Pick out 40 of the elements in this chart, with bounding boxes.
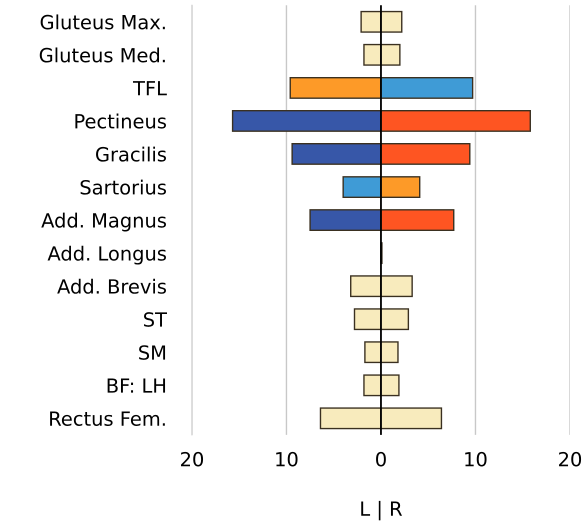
y-tick-label: Add. Brevis bbox=[57, 278, 166, 294]
y-tick-label: ST bbox=[144, 312, 168, 327]
x-tick-label: 20 bbox=[181, 452, 204, 467]
bar bbox=[364, 341, 382, 364]
x-tick-label: 0 bbox=[376, 452, 386, 467]
bar bbox=[342, 176, 382, 198]
bar bbox=[380, 44, 401, 66]
bar bbox=[360, 10, 382, 33]
bar bbox=[354, 308, 382, 330]
bar bbox=[380, 10, 402, 33]
x-tick-label: 10 bbox=[465, 452, 487, 467]
y-tick-label: Add. Longus bbox=[48, 246, 166, 265]
x-axis-title: L | R bbox=[361, 500, 402, 520]
bar bbox=[380, 407, 442, 430]
bar bbox=[380, 176, 420, 198]
bar bbox=[290, 76, 382, 99]
bar bbox=[291, 143, 382, 165]
bar bbox=[380, 209, 454, 231]
bar bbox=[320, 407, 382, 430]
y-tick-label: Sartorius bbox=[80, 180, 166, 195]
bar bbox=[363, 44, 382, 66]
y-tick-label: Gracilis bbox=[96, 146, 166, 162]
x-tick-label: 20 bbox=[559, 452, 582, 467]
bar bbox=[380, 308, 410, 330]
bar bbox=[309, 209, 382, 231]
y-tick-label: BF: LH bbox=[108, 378, 166, 393]
y-tick-label: Add. Magnus bbox=[41, 212, 166, 232]
y-tick-label: SM bbox=[139, 345, 166, 360]
bar bbox=[380, 76, 474, 99]
bar bbox=[232, 110, 382, 132]
y-tick-label: TFL bbox=[132, 81, 167, 96]
y-tick-label: Pectineus bbox=[75, 114, 166, 129]
bar bbox=[380, 275, 413, 298]
y-tick-label: Gluteus Max. bbox=[40, 14, 165, 30]
bar bbox=[380, 110, 531, 132]
y-tick-label: Gluteus Med. bbox=[40, 47, 165, 63]
bar bbox=[380, 143, 470, 165]
y-tick-label: Rectus Fem. bbox=[50, 412, 165, 426]
bar bbox=[350, 275, 382, 298]
x-tick-label: 10 bbox=[276, 452, 298, 467]
